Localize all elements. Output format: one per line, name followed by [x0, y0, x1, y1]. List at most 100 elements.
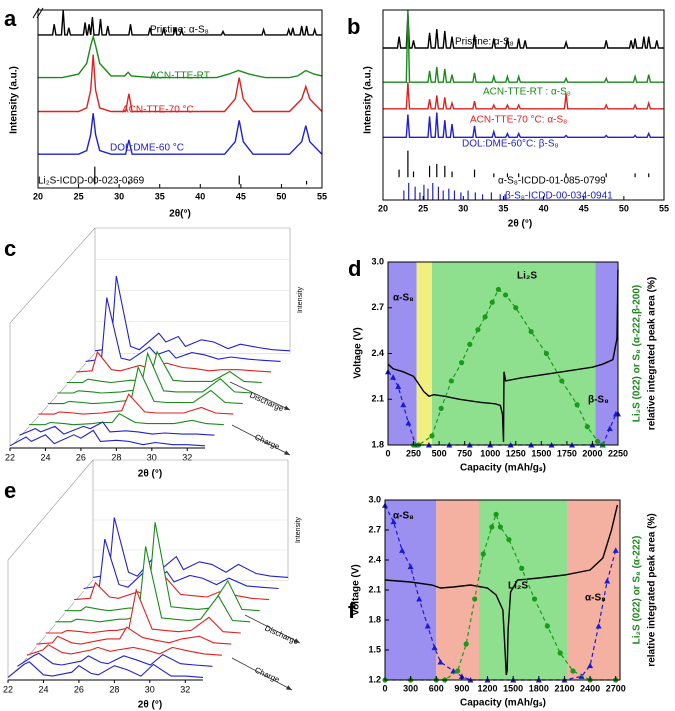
x-tick-label: 25	[74, 191, 84, 201]
series-line	[38, 113, 323, 155]
x-tick-label: 250	[406, 448, 421, 458]
series-label: Pristine: α-S₈	[455, 37, 514, 48]
region	[385, 500, 437, 680]
plot-frame	[37, 9, 323, 189]
trace	[17, 652, 213, 667]
y-axis-title: Intensity (a.u.)	[363, 66, 374, 134]
x-tick-label: 750	[457, 448, 472, 458]
marker	[543, 350, 550, 357]
region	[595, 262, 618, 445]
marker	[506, 537, 512, 543]
y-axis-title: Voltage (V)	[353, 327, 364, 378]
marker	[390, 374, 397, 380]
marker	[587, 662, 594, 669]
x-tick-label: 2700	[606, 683, 626, 693]
series-line	[38, 34, 323, 79]
panel-letter: c	[4, 236, 16, 261]
trace-fill	[10, 430, 205, 448]
x-axis-title: 2θ(°)	[169, 209, 191, 220]
marker	[531, 596, 538, 602]
arrow	[231, 424, 291, 456]
x-tick-label: 45	[579, 203, 589, 213]
x-tick-label: 600	[429, 683, 444, 693]
x-tick-label: 300	[403, 683, 418, 693]
trace	[26, 644, 222, 656]
arrow	[231, 657, 293, 691]
trace	[66, 350, 262, 384]
marker	[424, 623, 431, 629]
series-label: ACN-TTE-RT : α-S₈	[483, 87, 571, 98]
annotation: Discharge	[248, 391, 285, 414]
trace	[92, 517, 289, 578]
trace	[36, 626, 232, 645]
x-tick-label: 30	[458, 203, 468, 213]
x-tick-label: 30	[114, 191, 124, 201]
marker	[604, 578, 611, 584]
marker	[390, 518, 397, 525]
axis-break	[32, 7, 40, 19]
series-label: α-S₈-ICDD-01-085-0799	[498, 176, 606, 187]
series-line	[383, 9, 664, 83]
marker	[497, 524, 503, 530]
marker	[528, 328, 534, 335]
marker	[467, 341, 473, 347]
arrow	[229, 381, 291, 411]
region	[479, 500, 568, 680]
trace-fill	[55, 546, 251, 625]
series-label: DOL:DME-60°C: β-S₈	[462, 139, 559, 150]
trace-fill	[85, 297, 281, 364]
trace	[57, 351, 253, 394]
annotation: β-S₈	[588, 395, 609, 406]
panel-letter: b	[347, 14, 360, 39]
x-tick-label: 30	[145, 684, 155, 694]
marker	[570, 668, 576, 674]
trace-fill	[83, 539, 279, 592]
x-tick-label: 2000	[582, 448, 602, 458]
x-tick-label: 55	[317, 191, 327, 201]
x-tick-label: 45	[236, 191, 246, 201]
panel-letter: f	[348, 598, 356, 623]
trace	[85, 297, 281, 362]
y-tick-label: 3.0	[371, 256, 384, 266]
region	[436, 500, 479, 680]
x-axis-title: Capacity (mAh/gₛ)	[460, 463, 546, 474]
x-tick-label: 35	[498, 203, 508, 213]
trace	[83, 538, 279, 590]
annotation: α-S₈	[393, 293, 414, 304]
x-tick-label: 2400	[580, 683, 600, 693]
x-tick-label: 28	[109, 684, 119, 694]
x-tick-label: 24	[40, 452, 50, 462]
x-tick-label: 1750	[557, 448, 577, 458]
x-tick-label: 55	[659, 203, 669, 213]
plot-frame	[382, 9, 665, 201]
trace	[45, 588, 241, 634]
marker	[612, 547, 619, 553]
x-tick-label: 20	[378, 203, 388, 213]
trace	[9, 429, 206, 447]
trace	[19, 421, 215, 436]
marker	[606, 425, 613, 432]
marker	[574, 402, 580, 408]
marker	[399, 547, 406, 553]
series-line	[383, 13, 664, 49]
trace	[94, 275, 291, 352]
y-axis-title: Voltage (V)	[351, 564, 362, 615]
trace	[38, 393, 234, 415]
annotation: Li₂S	[508, 581, 528, 592]
series-label: Pristine: α-S₈	[150, 25, 209, 36]
arrow	[244, 614, 301, 644]
x-axis-title: Capacity (mAh/gₛ)	[460, 698, 546, 709]
marker	[594, 438, 601, 444]
marker	[463, 641, 469, 647]
trace-fill	[57, 353, 253, 396]
y-tick-label: 1.5	[368, 644, 381, 654]
x-axis-title: 2θ (°)	[138, 700, 162, 711]
region	[388, 262, 417, 445]
x-tick-label: 2100	[554, 683, 574, 693]
marker	[429, 433, 435, 439]
marker	[502, 292, 509, 298]
y-tick-label: 1.8	[368, 614, 381, 624]
y2-axis-title: Li₂S (022) or S₈ (α-222)	[632, 536, 643, 645]
marker	[448, 378, 454, 384]
